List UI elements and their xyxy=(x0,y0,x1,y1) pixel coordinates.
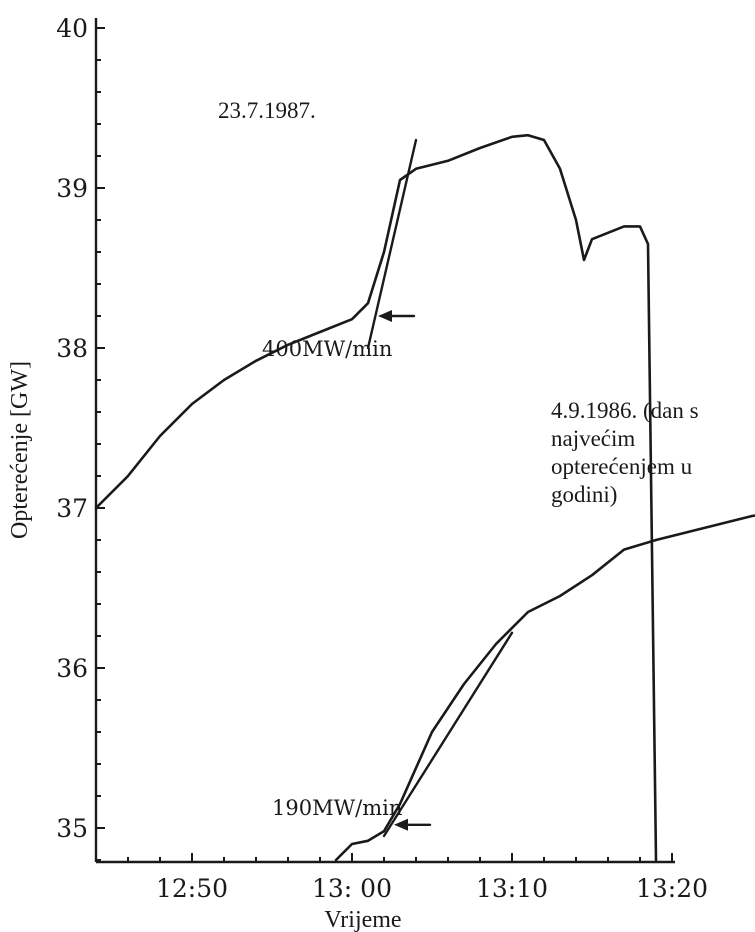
y-tick-label: 40 xyxy=(56,14,88,43)
series2-label-line1: 4.9.1986. (dan s xyxy=(551,398,699,423)
y-tick-label: 37 xyxy=(56,494,88,523)
rate-arrow-head xyxy=(378,310,392,322)
x-tick-label: 13: 00 xyxy=(312,874,392,903)
series1-label: 23.7.1987. xyxy=(218,98,316,123)
x-tick-label: 13:10 xyxy=(476,874,548,903)
tangent-lines xyxy=(366,138,514,838)
series2-label-line4: godini) xyxy=(551,482,617,507)
rate-arrow-head xyxy=(394,818,408,831)
y-axis-title: Opterećenje [GW] xyxy=(7,361,33,539)
series2-label-line2: najvećim xyxy=(551,426,635,451)
rate-arrows xyxy=(378,310,432,831)
y-tick-label: 38 xyxy=(56,334,88,363)
series-lines xyxy=(94,133,755,862)
y-tick-label: 39 xyxy=(56,174,88,203)
x-axis-title: Vrijeme xyxy=(324,907,401,932)
x-tick-label: 13:20 xyxy=(636,874,708,903)
rate-label-190: 190MW/min xyxy=(272,796,402,820)
tangent-line-2 xyxy=(382,631,514,838)
rate-label-400: 400MW/min xyxy=(262,337,392,361)
y-tick-label: 36 xyxy=(56,654,88,683)
series2-label-line3: opterećenjem u xyxy=(551,454,693,479)
series-line-1 xyxy=(94,133,658,862)
series-line-2 xyxy=(334,514,755,862)
tangent-line-1 xyxy=(366,138,418,350)
y-ticks: 35 36 37 38 39 40 xyxy=(56,14,105,861)
y-tick-label: 35 xyxy=(56,814,88,843)
x-tick-label: 12:50 xyxy=(156,874,228,903)
